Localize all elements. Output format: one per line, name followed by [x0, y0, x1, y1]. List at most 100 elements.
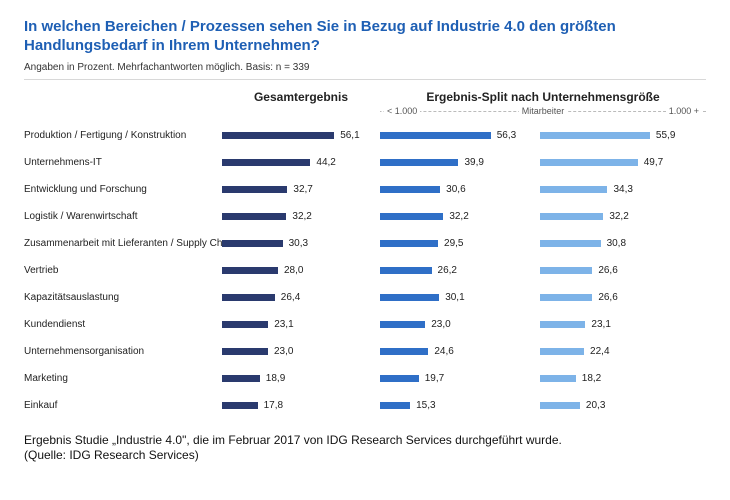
chart-row: Einkauf 17,8 15,3 20,3	[24, 392, 706, 419]
bar-value: 26,6	[598, 265, 617, 276]
bar	[380, 321, 425, 328]
bar	[222, 402, 258, 409]
bar-cell-overall: 23,1	[222, 311, 380, 338]
sub-right-label: 1.000 +	[666, 106, 702, 116]
bar-cell-small: 30,6	[380, 176, 540, 203]
split-sub-header: < 1.000 Mitarbeiter 1.000 +	[24, 106, 706, 116]
caption-line-2: (Quelle: IDG Research Services)	[24, 448, 706, 464]
bar-cell-small: 56,3	[380, 122, 540, 149]
bar-cell-overall: 17,8	[222, 392, 380, 419]
bar-cell-small: 32,2	[380, 203, 540, 230]
bar	[540, 159, 638, 166]
bar-cell-small: 15,3	[380, 392, 540, 419]
bar	[380, 402, 410, 409]
bar	[540, 348, 584, 355]
bar-value: 56,3	[497, 130, 516, 141]
bar-cell-small: 26,2	[380, 257, 540, 284]
bar-value: 17,8	[264, 400, 283, 411]
bar-value: 56,1	[340, 130, 359, 141]
row-label: Unternehmens-IT	[24, 157, 222, 168]
chart-title: In welchen Bereichen / Prozessen sehen S…	[24, 18, 706, 56]
chart-row: Kapazitätsauslastung26,4 30,1 26,6	[24, 284, 706, 311]
bar-cell-small: 19,7	[380, 365, 540, 392]
chart-subtitle: Angaben in Prozent. Mehrfachantworten mö…	[24, 62, 706, 73]
bar	[380, 186, 440, 193]
col-head-overall: Gesamtergebnis	[222, 90, 380, 104]
bar-cell-small: 23,0	[380, 311, 540, 338]
bar-value: 32,2	[609, 211, 628, 222]
sub-mid-label: Mitarbeiter	[519, 106, 568, 116]
bar	[540, 240, 601, 247]
bar-cell-large: 49,7	[540, 149, 706, 176]
bar-value: 18,9	[266, 373, 285, 384]
bar	[222, 267, 278, 274]
bar-value: 28,0	[284, 265, 303, 276]
row-label: Produktion / Fertigung / Konstruktion	[24, 130, 222, 141]
bar	[380, 132, 491, 139]
bar-value: 23,0	[431, 319, 450, 330]
bar-value: 32,2	[292, 211, 311, 222]
col-head-split: Ergebnis-Split nach Unternehmensgröße	[380, 90, 706, 104]
bar-cell-large: 34,3	[540, 176, 706, 203]
bar-cell-overall: 32,7	[222, 176, 380, 203]
bar-value: 49,7	[644, 157, 663, 168]
row-label: Zusammenarbeit mit Lieferanten / Supply …	[24, 238, 222, 249]
bar-cell-overall: 32,2	[222, 203, 380, 230]
bar	[540, 267, 592, 274]
bar-value: 30,6	[446, 184, 465, 195]
bar-value: 55,9	[656, 130, 675, 141]
bar-value: 44,2	[316, 157, 335, 168]
chart-row: Entwicklung und Forschung32,730,634,3	[24, 176, 706, 203]
bar-cell-overall: 28,0	[222, 257, 380, 284]
bar-cell-large: 32,2	[540, 203, 706, 230]
bar	[380, 267, 432, 274]
caption-line-1: Ergebnis Studie „Industrie 4.0", die im …	[24, 433, 706, 449]
chart-rows: Produktion / Fertigung / Konstruktion 56,…	[24, 122, 706, 419]
bar-value: 32,2	[449, 211, 468, 222]
bar-cell-large: 30,8	[540, 230, 706, 257]
bar-value: 39,9	[464, 157, 483, 168]
chart-row: Produktion / Fertigung / Konstruktion 56,…	[24, 122, 706, 149]
bar-cell-large: 18,2	[540, 365, 706, 392]
bar	[222, 132, 334, 139]
row-label: Marketing	[24, 373, 222, 384]
bar	[380, 375, 419, 382]
bar-value: 20,3	[586, 400, 605, 411]
bar	[222, 321, 268, 328]
bar-value: 23,1	[274, 319, 293, 330]
bar	[222, 375, 260, 382]
bar-value: 26,2	[438, 265, 457, 276]
bar-cell-overall: 44,2	[222, 149, 380, 176]
bar-cell-large: 20,3	[540, 392, 706, 419]
bar	[540, 375, 576, 382]
bar-cell-large: 55,9	[540, 122, 706, 149]
bar	[380, 294, 439, 301]
sub-left-label: < 1.000	[384, 106, 420, 116]
row-label: Einkauf	[24, 400, 222, 411]
bar-cell-overall: 30,3	[222, 230, 380, 257]
bar-cell-large: 22,4	[540, 338, 706, 365]
chart-row: Vertrieb 28,0 26,2 26,6	[24, 257, 706, 284]
bar	[222, 240, 283, 247]
bar	[380, 348, 428, 355]
row-label: Vertrieb	[24, 265, 222, 276]
bar-value: 23,1	[591, 319, 610, 330]
bar-cell-overall: 23,0	[222, 338, 380, 365]
bar-value: 18,2	[582, 373, 601, 384]
bar-cell-large: 26,6	[540, 257, 706, 284]
bar-cell-small: 24,6	[380, 338, 540, 365]
bar	[540, 402, 580, 409]
bar	[540, 294, 592, 301]
chart-row: Marketing 18,9 19,7 18,2	[24, 365, 706, 392]
chart-row: Unternehmensorganisation23,024,622,4	[24, 338, 706, 365]
bar-cell-small: 30,1	[380, 284, 540, 311]
bar-cell-small: 29,5	[380, 230, 540, 257]
bar-value: 34,3	[613, 184, 632, 195]
bar-value: 30,1	[445, 292, 464, 303]
bar-cell-overall: 26,4	[222, 284, 380, 311]
bar-cell-large: 26,6	[540, 284, 706, 311]
bar	[380, 159, 458, 166]
bar	[222, 186, 287, 193]
row-label: Kapazitätsauslastung	[24, 292, 222, 303]
bar	[222, 159, 310, 166]
